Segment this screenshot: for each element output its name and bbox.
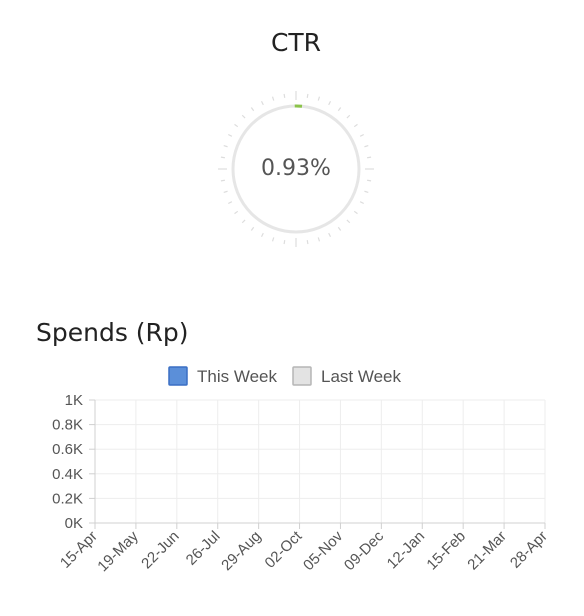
spends-chart: This Week Last Week 0K 0.2K 0.4K 0.6K 0.8K 1K 15…: [52, 366, 551, 575]
ctr-gauge-svg: [218, 91, 374, 247]
y-tick-label: 0.6K: [52, 441, 83, 458]
gauge-tick: [220, 179, 225, 182]
gauge-tick: [220, 156, 225, 159]
gauge-tick: [364, 190, 369, 194]
x-tick-label: 05-Nov: [300, 527, 347, 574]
gauge-tick: [250, 107, 255, 112]
gauge-tick: [367, 179, 372, 182]
x-tick-label: 15-Feb: [423, 528, 469, 574]
gauge-tick: [223, 190, 228, 194]
ctr-title: CTR: [270, 28, 322, 57]
gauge-tick: [328, 232, 332, 237]
legend-swatch: [292, 366, 312, 386]
y-tick-label: 0.8K: [52, 417, 83, 434]
gauge-tick: [306, 93, 309, 98]
x-tick-label: 21-Mar: [464, 528, 510, 574]
x-tick-label: 02-Oct: [262, 527, 306, 571]
gauge-tick: [228, 201, 233, 205]
gauge-tick: [234, 210, 239, 215]
gauge-tick: [337, 107, 342, 112]
x-tick-label: 09-Dec: [341, 527, 388, 574]
gauge-tick: [271, 96, 275, 101]
ctr-value: 0.93%: [261, 156, 331, 181]
ctr-gauge: 0.93%: [215, 88, 377, 250]
gauge-tick: [367, 156, 372, 159]
y-tick-label: 0.2K: [52, 490, 83, 507]
x-tick-label: 28-Apr: [507, 528, 551, 572]
y-tick-label: 1K: [65, 392, 83, 409]
y-tick-label: 0K: [65, 515, 83, 532]
gauge-tick: [353, 123, 358, 128]
gauge-tick: [317, 96, 321, 101]
y-tick-label: 0.4K: [52, 466, 83, 483]
gauge-tick: [346, 114, 351, 119]
legend-label: This Week: [197, 367, 277, 386]
gauge-tick: [317, 237, 321, 242]
gauge-tick: [283, 93, 286, 98]
legend-label: Last Week: [321, 367, 402, 386]
gauge-tick: [353, 210, 358, 215]
gauge-tick: [223, 144, 228, 148]
gauge-tick: [228, 133, 233, 137]
gauge-tick: [364, 144, 369, 148]
gauge-tick: [250, 226, 255, 231]
x-tick-label: 22-Jun: [138, 528, 182, 572]
legend-swatch: [168, 366, 188, 386]
x-tick-label: 19-May: [94, 527, 142, 575]
x-tick-label: 12-Jan: [384, 528, 428, 572]
gauge-tick: [271, 237, 275, 242]
spends-title: Spends (Rp): [36, 318, 189, 347]
gauge-tick: [234, 123, 239, 128]
gauge-tick: [346, 219, 351, 224]
gauge-tick: [328, 101, 332, 106]
gauge-tick: [306, 240, 309, 245]
gauge-tick: [260, 232, 264, 237]
x-tick-label: 15-Apr: [57, 528, 101, 572]
gauge-tick: [241, 114, 246, 119]
gauge-tick: [359, 133, 364, 137]
x-tick-label: 29-Aug: [218, 528, 264, 574]
gauge-tick: [260, 101, 264, 106]
gauge-tick: [241, 219, 246, 224]
gauge-tick: [359, 201, 364, 205]
gauge-tick: [283, 240, 286, 245]
gauge-tick: [337, 226, 342, 231]
